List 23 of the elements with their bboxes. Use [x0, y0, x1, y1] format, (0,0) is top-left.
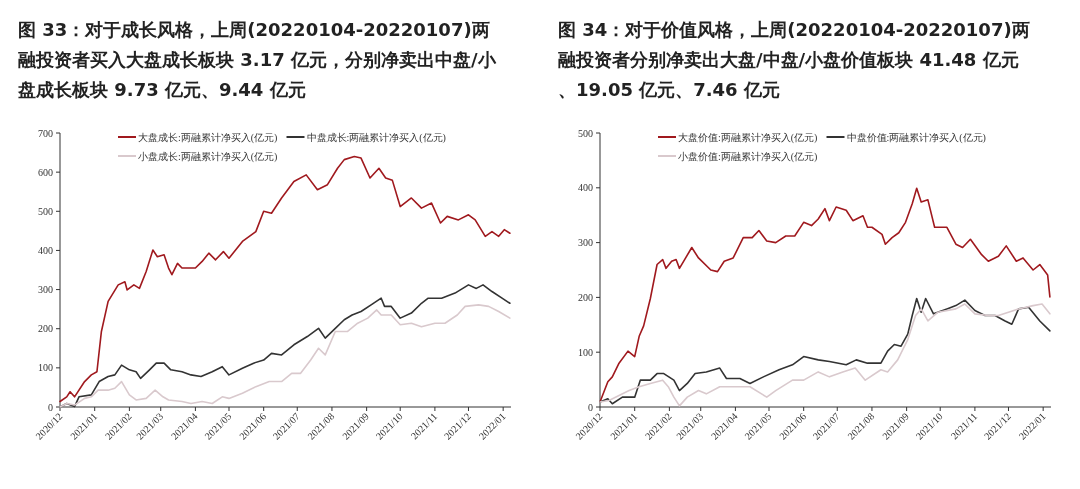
chart-title: 图 34：对于价值风格，上周(20220104-20220107)两融投资者分别净卖出大盘/中盘/小盘价值板块 41.48 亿元、19.05 亿元、7.46 亿元	[558, 19, 1030, 100]
legend-label: 中盘成长:两融累计净买入(亿元)	[306, 132, 446, 144]
y-tick-label: 500	[38, 205, 53, 217]
y-tick-label: 0	[48, 401, 53, 413]
y-tick-label: 0	[588, 401, 593, 413]
y-tick-label: 400	[38, 244, 53, 256]
y-tick-label: 300	[578, 237, 593, 249]
y-tick-label: 400	[578, 182, 593, 194]
y-tick-label: 200	[38, 323, 53, 335]
y-tick-label: 200	[578, 291, 593, 303]
y-tick-label: 100	[578, 346, 593, 358]
legend-label: 大盘成长:两融累计净买入(亿元)	[138, 132, 278, 144]
y-tick-label: 300	[38, 284, 53, 296]
y-tick-label: 700	[38, 127, 53, 139]
line-series	[599, 187, 1051, 403]
legend-label: 小盘价值:两融累计净买入(亿元)	[678, 151, 818, 163]
y-tick-label: 500	[578, 127, 593, 139]
legend-label: 中盘价值:两融累计净买入(亿元)	[846, 132, 986, 144]
y-tick-label: 100	[38, 362, 53, 374]
legend-label: 大盘价值:两融累计净买入(亿元)	[678, 132, 818, 144]
chart-title: 图 33：对于成长风格，上周(20220104-20220107)两融投资者买入大盘成长板块 3.17 亿元，分别净卖出中盘/小盘成长板块 9.73 亿元、9.44 亿元	[17, 19, 497, 100]
y-tick-label: 600	[38, 166, 53, 178]
legend-label: 小盘成长:两融累计净买入(亿元)	[138, 151, 278, 163]
